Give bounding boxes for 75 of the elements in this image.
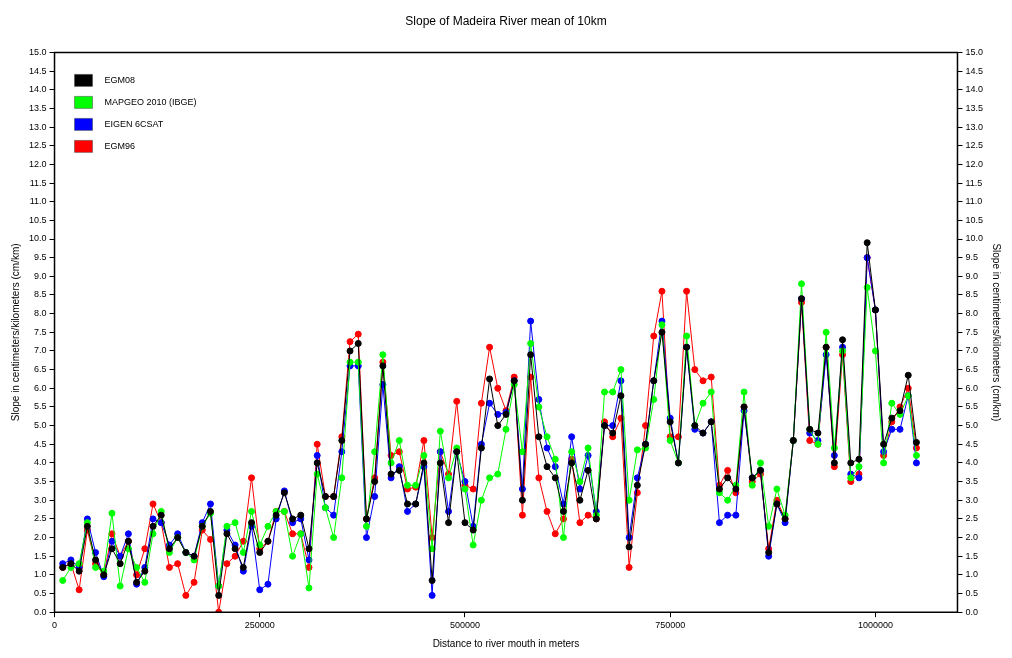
y-axis-title: Slope in centimeters/kilometers (cm/km) bbox=[9, 243, 21, 422]
y2-tick-label: 2.0 bbox=[965, 532, 978, 543]
y2-tick-label: 15.0 bbox=[965, 46, 984, 57]
y2-tick-label: 13.5 bbox=[965, 102, 984, 113]
y2-tick-label: 8.0 bbox=[965, 308, 978, 319]
x-tick-label: 1000000 bbox=[857, 620, 893, 631]
y2-tick-label: 9.5 bbox=[965, 252, 978, 263]
y2-tick-label: 6.5 bbox=[965, 364, 978, 375]
y2-tick-label: 11.0 bbox=[965, 196, 983, 207]
y-tick-label: 7.5 bbox=[34, 326, 47, 337]
y-tick-label: 14.0 bbox=[28, 84, 47, 95]
y-tick-label: 9.5 bbox=[34, 252, 47, 263]
x-tick-label: 750000 bbox=[655, 620, 686, 631]
y2-tick-label: 5.5 bbox=[965, 401, 978, 412]
y2-tick-label: 8.5 bbox=[965, 289, 978, 300]
chart-title: Slope of Madeira River mean of 10km bbox=[405, 13, 607, 28]
legend-label: EIGEN 6CSAT bbox=[104, 118, 164, 129]
y-tick-label: 0.5 bbox=[34, 588, 47, 599]
y-tick-label: 13.5 bbox=[28, 102, 47, 113]
y-tick-label: 9.0 bbox=[34, 270, 47, 281]
y-tick-label: 5.0 bbox=[34, 420, 47, 431]
y-tick-label: 2.0 bbox=[34, 532, 47, 543]
y-tick-label: 3.5 bbox=[34, 476, 47, 487]
x-tick-label: 0 bbox=[52, 620, 58, 631]
y2-tick-label: 7.0 bbox=[965, 345, 978, 356]
y2-tick-label: 14.0 bbox=[965, 84, 984, 95]
y-tick-label: 14.5 bbox=[28, 65, 47, 76]
y-tick-label: 13.0 bbox=[28, 121, 47, 132]
y2-tick-label: 0.0 bbox=[965, 606, 978, 617]
y2-tick-label: 1.5 bbox=[965, 550, 978, 561]
x-axis-title: Distance to river mouth in meters bbox=[432, 637, 580, 649]
y-tick-label: 5.5 bbox=[34, 401, 47, 412]
y2-tick-label: 3.0 bbox=[965, 494, 978, 505]
y-tick-label: 8.0 bbox=[34, 308, 47, 319]
y-tick-label: 0.0 bbox=[34, 606, 47, 617]
y2-tick-label: 6.0 bbox=[965, 382, 978, 393]
y-tick-label: 8.5 bbox=[34, 289, 47, 300]
y2-tick-label: 11.5 bbox=[965, 177, 983, 188]
y-tick-label: 6.5 bbox=[34, 364, 47, 375]
y-tick-label: 15.0 bbox=[28, 46, 47, 57]
y-tick-label: 7.0 bbox=[34, 345, 47, 356]
y-tick-label: 6.0 bbox=[34, 382, 47, 393]
y2-tick-label: 0.5 bbox=[965, 588, 978, 599]
y2-tick-label: 9.0 bbox=[965, 270, 978, 281]
y2-tick-label: 4.5 bbox=[965, 438, 978, 449]
y2-tick-label: 14.5 bbox=[965, 65, 984, 76]
y-tick-label: 4.0 bbox=[34, 457, 47, 468]
legend-label: EGM96 bbox=[104, 140, 136, 151]
x-tick-label: 250000 bbox=[244, 620, 275, 631]
y-tick-label: 1.0 bbox=[34, 569, 47, 580]
y2-tick-label: 7.5 bbox=[965, 326, 978, 337]
x-tick-label: 500000 bbox=[449, 620, 480, 631]
y2-tick-label: 10.0 bbox=[965, 233, 984, 244]
y2-tick-label: 5.0 bbox=[965, 420, 978, 431]
legend-label: EGM08 bbox=[104, 74, 136, 85]
y-tick-label: 12.5 bbox=[28, 140, 47, 151]
y-tick-label: 11.0 bbox=[29, 196, 47, 207]
y2-tick-label: 1.0 bbox=[965, 569, 978, 580]
y2-tick-label: 3.5 bbox=[965, 476, 978, 487]
legend-label: MAPGEO 2010 (IBGE) bbox=[104, 96, 197, 107]
y2-tick-label: 13.0 bbox=[965, 121, 984, 132]
y-tick-label: 10.5 bbox=[28, 214, 47, 225]
y-tick-label: 2.5 bbox=[34, 513, 47, 524]
y-tick-label: 3.0 bbox=[34, 494, 47, 505]
y-tick-label: 11.5 bbox=[29, 177, 47, 188]
y-tick-label: 12.0 bbox=[28, 158, 47, 169]
y2-tick-label: 4.0 bbox=[965, 457, 978, 468]
y2-tick-label: 12.5 bbox=[965, 140, 984, 151]
y2-tick-label: 12.0 bbox=[965, 158, 984, 169]
y2-tick-label: 2.5 bbox=[965, 513, 978, 524]
y-tick-label: 10.0 bbox=[28, 233, 47, 244]
y2-axis-title: Slope in centimeters/kilometers (cm/km) bbox=[991, 243, 1003, 422]
y2-tick-label: 10.5 bbox=[965, 214, 984, 225]
y-tick-label: 4.5 bbox=[34, 438, 47, 449]
y-tick-label: 1.5 bbox=[34, 550, 47, 561]
